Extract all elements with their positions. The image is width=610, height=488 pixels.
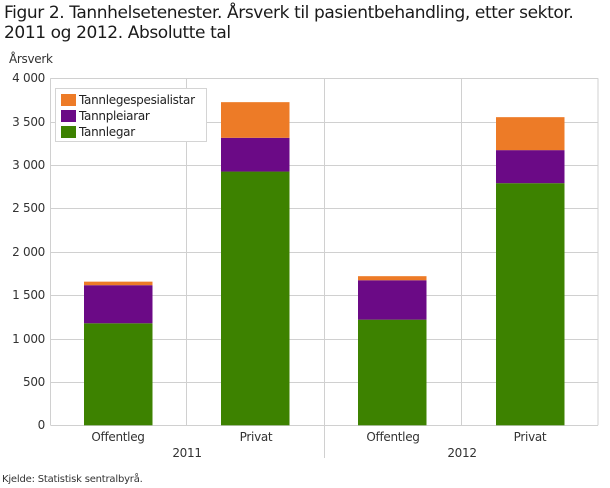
legend-swatch-green xyxy=(61,126,76,138)
y-axis-label: Årsverk xyxy=(9,52,53,66)
legend-swatch-orange xyxy=(61,94,76,106)
legend-label: Tannpleiarar xyxy=(79,109,150,123)
x-group-label-2012: 2012 xyxy=(447,446,477,460)
y-tick-label: 1 000 xyxy=(12,331,45,346)
bar-segment-tannlegespesialistar xyxy=(496,117,565,151)
bar-segment-tannlegar xyxy=(358,319,427,426)
bar-segment-tannlegespesialistar xyxy=(84,281,153,286)
x-category-label: Privat xyxy=(239,430,273,444)
x-category-label: Offentleg xyxy=(366,430,420,444)
y-tick-label: 3 000 xyxy=(12,158,45,173)
y-tick-label: 2 000 xyxy=(12,244,45,259)
bar-segment-tannpleiarar xyxy=(358,280,427,320)
legend-item-tannlegespesialistar: Tannlegespesialistar xyxy=(61,92,206,108)
source-note: Kjelde: Statistisk sentralbyrå. xyxy=(2,474,143,485)
y-tick-label: 2 500 xyxy=(12,201,45,216)
bar-segment-tannlegar xyxy=(496,183,565,426)
y-tick-label: 500 xyxy=(22,374,45,389)
legend-item-tannpleiarar: Tannpleiarar xyxy=(61,108,206,124)
bar-segment-tannpleiarar xyxy=(84,285,153,324)
legend-item-tannlegar: Tannlegar xyxy=(61,124,206,140)
bar-segment-tannpleiarar xyxy=(496,150,565,184)
legend: Tannlegespesialistar Tannpleiarar Tannle… xyxy=(55,88,207,142)
y-tick-label: 4 000 xyxy=(12,71,45,86)
bar-segment-tannlegar xyxy=(84,323,153,426)
x-group-label-2011: 2011 xyxy=(172,446,202,460)
y-tick-label: 3 500 xyxy=(12,114,45,129)
bar-segment-tannlegespesialistar xyxy=(221,102,290,138)
legend-label: Tannlegar xyxy=(79,125,135,139)
legend-label: Tannlegespesialistar xyxy=(79,93,195,107)
bar-segment-tannlegar xyxy=(221,171,290,426)
bar-segment-tannlegespesialistar xyxy=(358,276,427,281)
x-category-label: Offentleg xyxy=(91,430,145,444)
bar-segment-tannpleiarar xyxy=(221,137,290,172)
chart-title: Figur 2. Tannhelsetenester. Årsverk til … xyxy=(4,3,574,43)
y-tick-label: 1 500 xyxy=(12,288,45,303)
x-category-label: Privat xyxy=(513,430,547,444)
legend-swatch-purple xyxy=(61,110,76,122)
y-tick-label: 0 xyxy=(37,418,46,433)
